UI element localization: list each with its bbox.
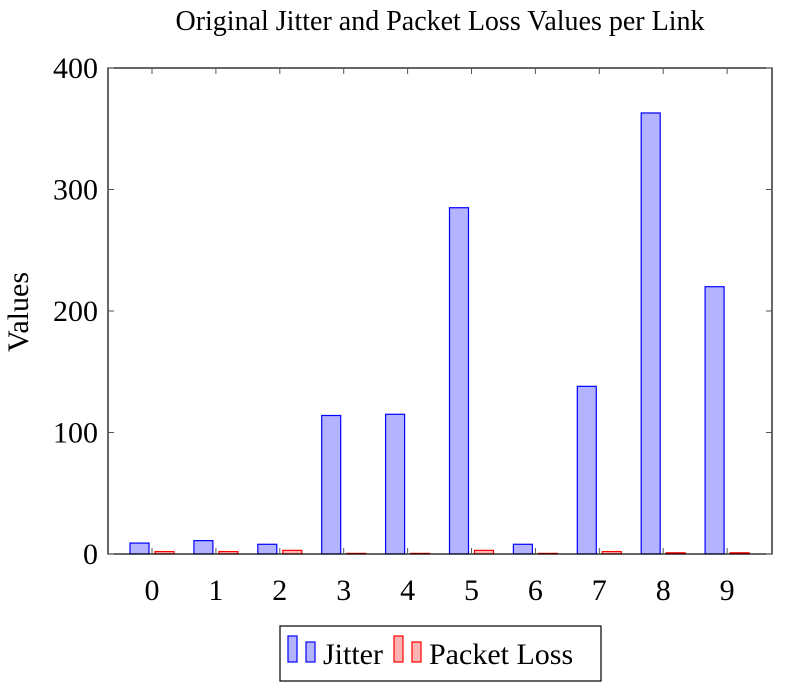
legend-swatch	[305, 641, 316, 663]
bars	[129, 112, 750, 555]
y-tick-label: 200	[53, 295, 98, 328]
x-tick-label: 8	[656, 574, 671, 607]
x-tick-label: 9	[720, 574, 735, 607]
x-tick-label: 0	[145, 574, 160, 607]
y-tick-label: 400	[53, 52, 98, 85]
ticks	[108, 67, 772, 555]
legend-box	[279, 625, 602, 682]
bar-jitter-4	[385, 413, 406, 555]
x-tick-label: 2	[272, 574, 287, 607]
bar-jitter-6	[512, 543, 534, 555]
y-tick-label: 0	[83, 538, 98, 571]
legend-items: Jitter Packet Loss	[287, 635, 573, 671]
bar-jitter-3	[321, 414, 342, 555]
legend-swatch	[393, 635, 404, 663]
legend-swatch	[411, 641, 422, 663]
tick-labels: 0 1 2 3 4 5 6 7 8 9 0 100 200 300 400	[53, 52, 735, 607]
x-tick-label: 4	[400, 574, 415, 607]
bar-jitter-8	[640, 112, 661, 555]
legend-swatch	[287, 635, 298, 663]
bar-jitter-9	[704, 286, 725, 555]
legend-label: Packet Loss	[429, 638, 573, 671]
x-tick-label: 7	[592, 574, 607, 607]
legend-label: Jitter	[323, 638, 383, 671]
legend: Jitter Packet Loss	[279, 625, 602, 682]
bar-jitter-5	[448, 207, 470, 555]
y-tick-label: 300	[53, 174, 98, 207]
bar-jitter-0	[129, 542, 150, 555]
x-tick-label: 6	[528, 574, 543, 607]
y-tick-label: 100	[53, 417, 98, 450]
plot-frame	[107, 67, 773, 555]
bar-jitter-1	[193, 540, 214, 555]
y-axis-label: Values	[2, 272, 35, 352]
bar-jitter-7	[576, 385, 597, 555]
x-tick-label: 1	[208, 574, 223, 607]
chart-title: Original Jitter and Packet Loss Values p…	[175, 6, 704, 37]
x-tick-label: 5	[464, 574, 479, 607]
bar-jitter-2	[257, 543, 278, 555]
x-tick-label: 3	[336, 574, 351, 607]
